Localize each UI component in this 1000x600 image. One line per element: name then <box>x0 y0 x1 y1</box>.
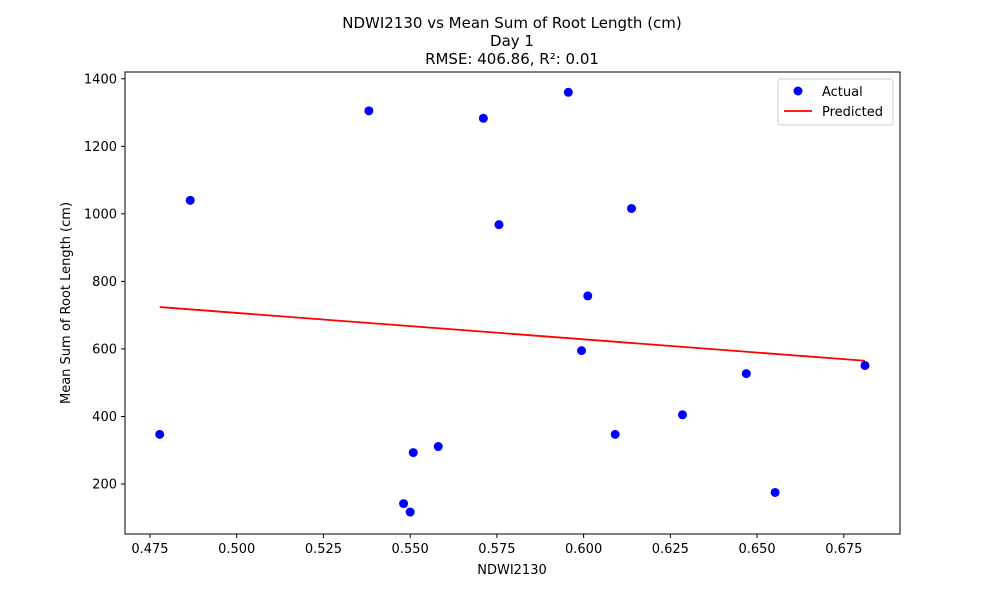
actual-point <box>741 369 751 379</box>
chart-title-line-2: Day 1 <box>490 32 534 50</box>
y-axis-label: Mean Sum of Root Length (cm) <box>59 202 74 404</box>
y-tick-label: 1200 <box>84 140 117 155</box>
actual-point <box>478 113 488 123</box>
actual-point <box>577 346 587 356</box>
x-tick-label: 0.475 <box>131 542 168 557</box>
x-tick-label: 0.550 <box>392 542 429 557</box>
x-axis-label: NDWI2130 <box>477 563 547 578</box>
actual-point <box>433 442 443 452</box>
x-tick-label: 0.600 <box>565 542 602 557</box>
y-tick-label: 800 <box>92 275 117 290</box>
chart-title-line-1: NDWI2130 vs Mean Sum of Root Length (cm) <box>342 14 682 32</box>
actual-point <box>185 195 195 205</box>
chart-title-line-3: RMSE: 406.86, R²: 0.01 <box>425 50 599 68</box>
x-tick-label: 0.575 <box>478 542 515 557</box>
actual-point <box>494 220 504 230</box>
actual-point <box>408 448 418 458</box>
actual-point <box>770 487 780 497</box>
x-axis: 0.475 0.500 0.525 0.550 0.575 0.600 0.625 0.650… <box>131 534 862 557</box>
y-tick-label: 400 <box>92 410 117 425</box>
actual-point <box>610 429 620 439</box>
y-tick-label: 200 <box>92 478 117 493</box>
x-tick-label: 0.675 <box>825 542 862 557</box>
legend-label-predicted: Predicted <box>822 105 883 120</box>
legend-label-actual: Actual <box>822 85 863 100</box>
plot-area <box>155 87 870 517</box>
x-tick-label: 0.650 <box>738 542 775 557</box>
x-tick-label: 0.500 <box>218 542 255 557</box>
legend-box <box>777 78 894 126</box>
x-tick-label: 0.525 <box>305 542 342 557</box>
x-tick-label: 0.625 <box>652 542 689 557</box>
predicted-line <box>159 306 866 362</box>
legend-marker-actual <box>793 86 803 96</box>
actual-point <box>626 203 636 213</box>
actual-point <box>677 410 687 420</box>
actual-point <box>583 291 593 301</box>
y-tick-label: 600 <box>92 342 117 357</box>
y-tick-label: 1400 <box>84 72 117 87</box>
legend: Actual Predicted <box>777 78 894 126</box>
actual-point <box>563 87 573 97</box>
actual-point <box>364 106 374 116</box>
actual-point <box>399 499 409 509</box>
actual-point <box>405 507 415 517</box>
y-tick-label: 1000 <box>84 207 117 222</box>
y-axis: 200 400 600 800 1000 1200 1400 <box>84 72 125 493</box>
actual-point <box>860 360 870 370</box>
axes-frame <box>124 71 901 535</box>
actual-point <box>155 429 165 439</box>
